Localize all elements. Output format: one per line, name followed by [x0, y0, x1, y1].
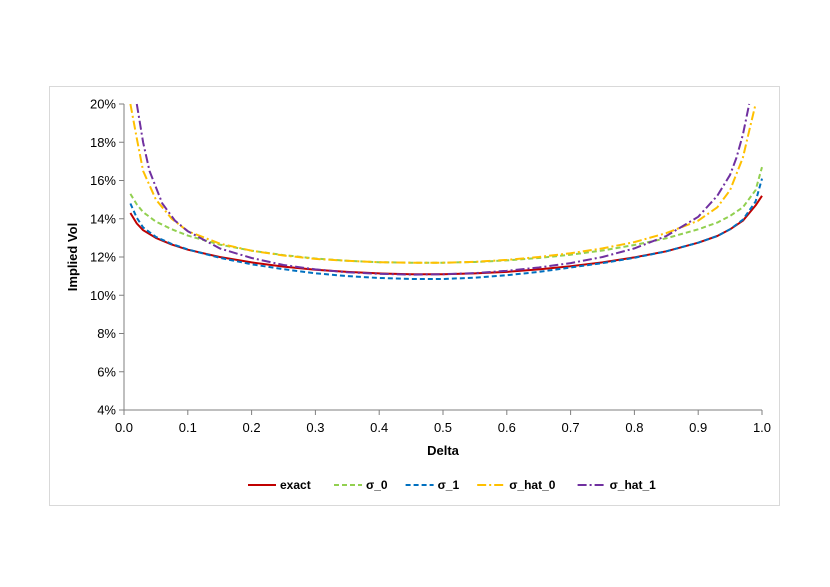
chart-area: 4% 6% 8% 10% 12% 14% 16% 18% 20% 0.0 0.1 0.2 0.3 0.4 0… [49, 86, 780, 506]
legend-item-3: σ_1 [405, 478, 460, 492]
x-tick-label: 0.3 [306, 420, 324, 435]
y-axis-title: Implied Vol [65, 223, 80, 291]
legend-label: σ_0 [366, 478, 388, 492]
x-tick-label: 0.1 [179, 420, 197, 435]
y-tick-label: 12% [90, 250, 116, 265]
series-lines [129, 103, 763, 280]
legend: exact σ_0 σ_1 σ_hat_0 σ_hat_1 [248, 478, 656, 492]
x-tick-label: 0.6 [498, 420, 516, 435]
x-tick-label: 0.8 [625, 420, 643, 435]
y-tick-label: 4% [97, 403, 116, 418]
y-tick-label: 14% [90, 211, 116, 226]
x-tick-label: 0.9 [689, 420, 707, 435]
series-line-2 [129, 166, 763, 264]
legend-label: σ_hat_1 [610, 478, 657, 492]
series-line-4 [129, 103, 757, 264]
axes: 4% 6% 8% 10% 12% 14% 16% 18% 20% 0.0 0.1 0.2 0.3 0.4 0… [90, 97, 771, 436]
y-tick-label: 20% [90, 97, 116, 112]
legend-item-1: exact [248, 478, 311, 492]
y-tick-label: 16% [90, 173, 116, 188]
x-tick-label: 0.5 [434, 420, 452, 435]
x-tick-label: 0.0 [115, 420, 133, 435]
y-tick-label: 8% [97, 326, 116, 341]
line-chart: 4% 6% 8% 10% 12% 14% 16% 18% 20% 0.0 0.1 0.2 0.3 0.4 0… [65, 97, 771, 493]
legend-label: σ_hat_0 [509, 478, 556, 492]
legend-label: exact [280, 478, 311, 492]
y-tick-label: 18% [90, 135, 116, 150]
y-tick-label: 6% [97, 364, 116, 379]
y-tick-label: 10% [90, 288, 116, 303]
x-axis-title: Delta [427, 443, 460, 458]
legend-item-5: σ_hat_1 [577, 478, 657, 492]
legend-label: σ_1 [438, 478, 460, 492]
legend-item-2: σ_0 [334, 478, 388, 492]
series-line-5 [135, 103, 751, 276]
legend-item-4: σ_hat_0 [477, 478, 556, 492]
x-tick-label: 0.2 [243, 420, 261, 435]
x-tick-label: 1.0 [753, 420, 771, 435]
x-tick-label: 0.4 [370, 420, 388, 435]
series-line-3 [129, 178, 763, 280]
x-tick-label: 0.7 [562, 420, 580, 435]
